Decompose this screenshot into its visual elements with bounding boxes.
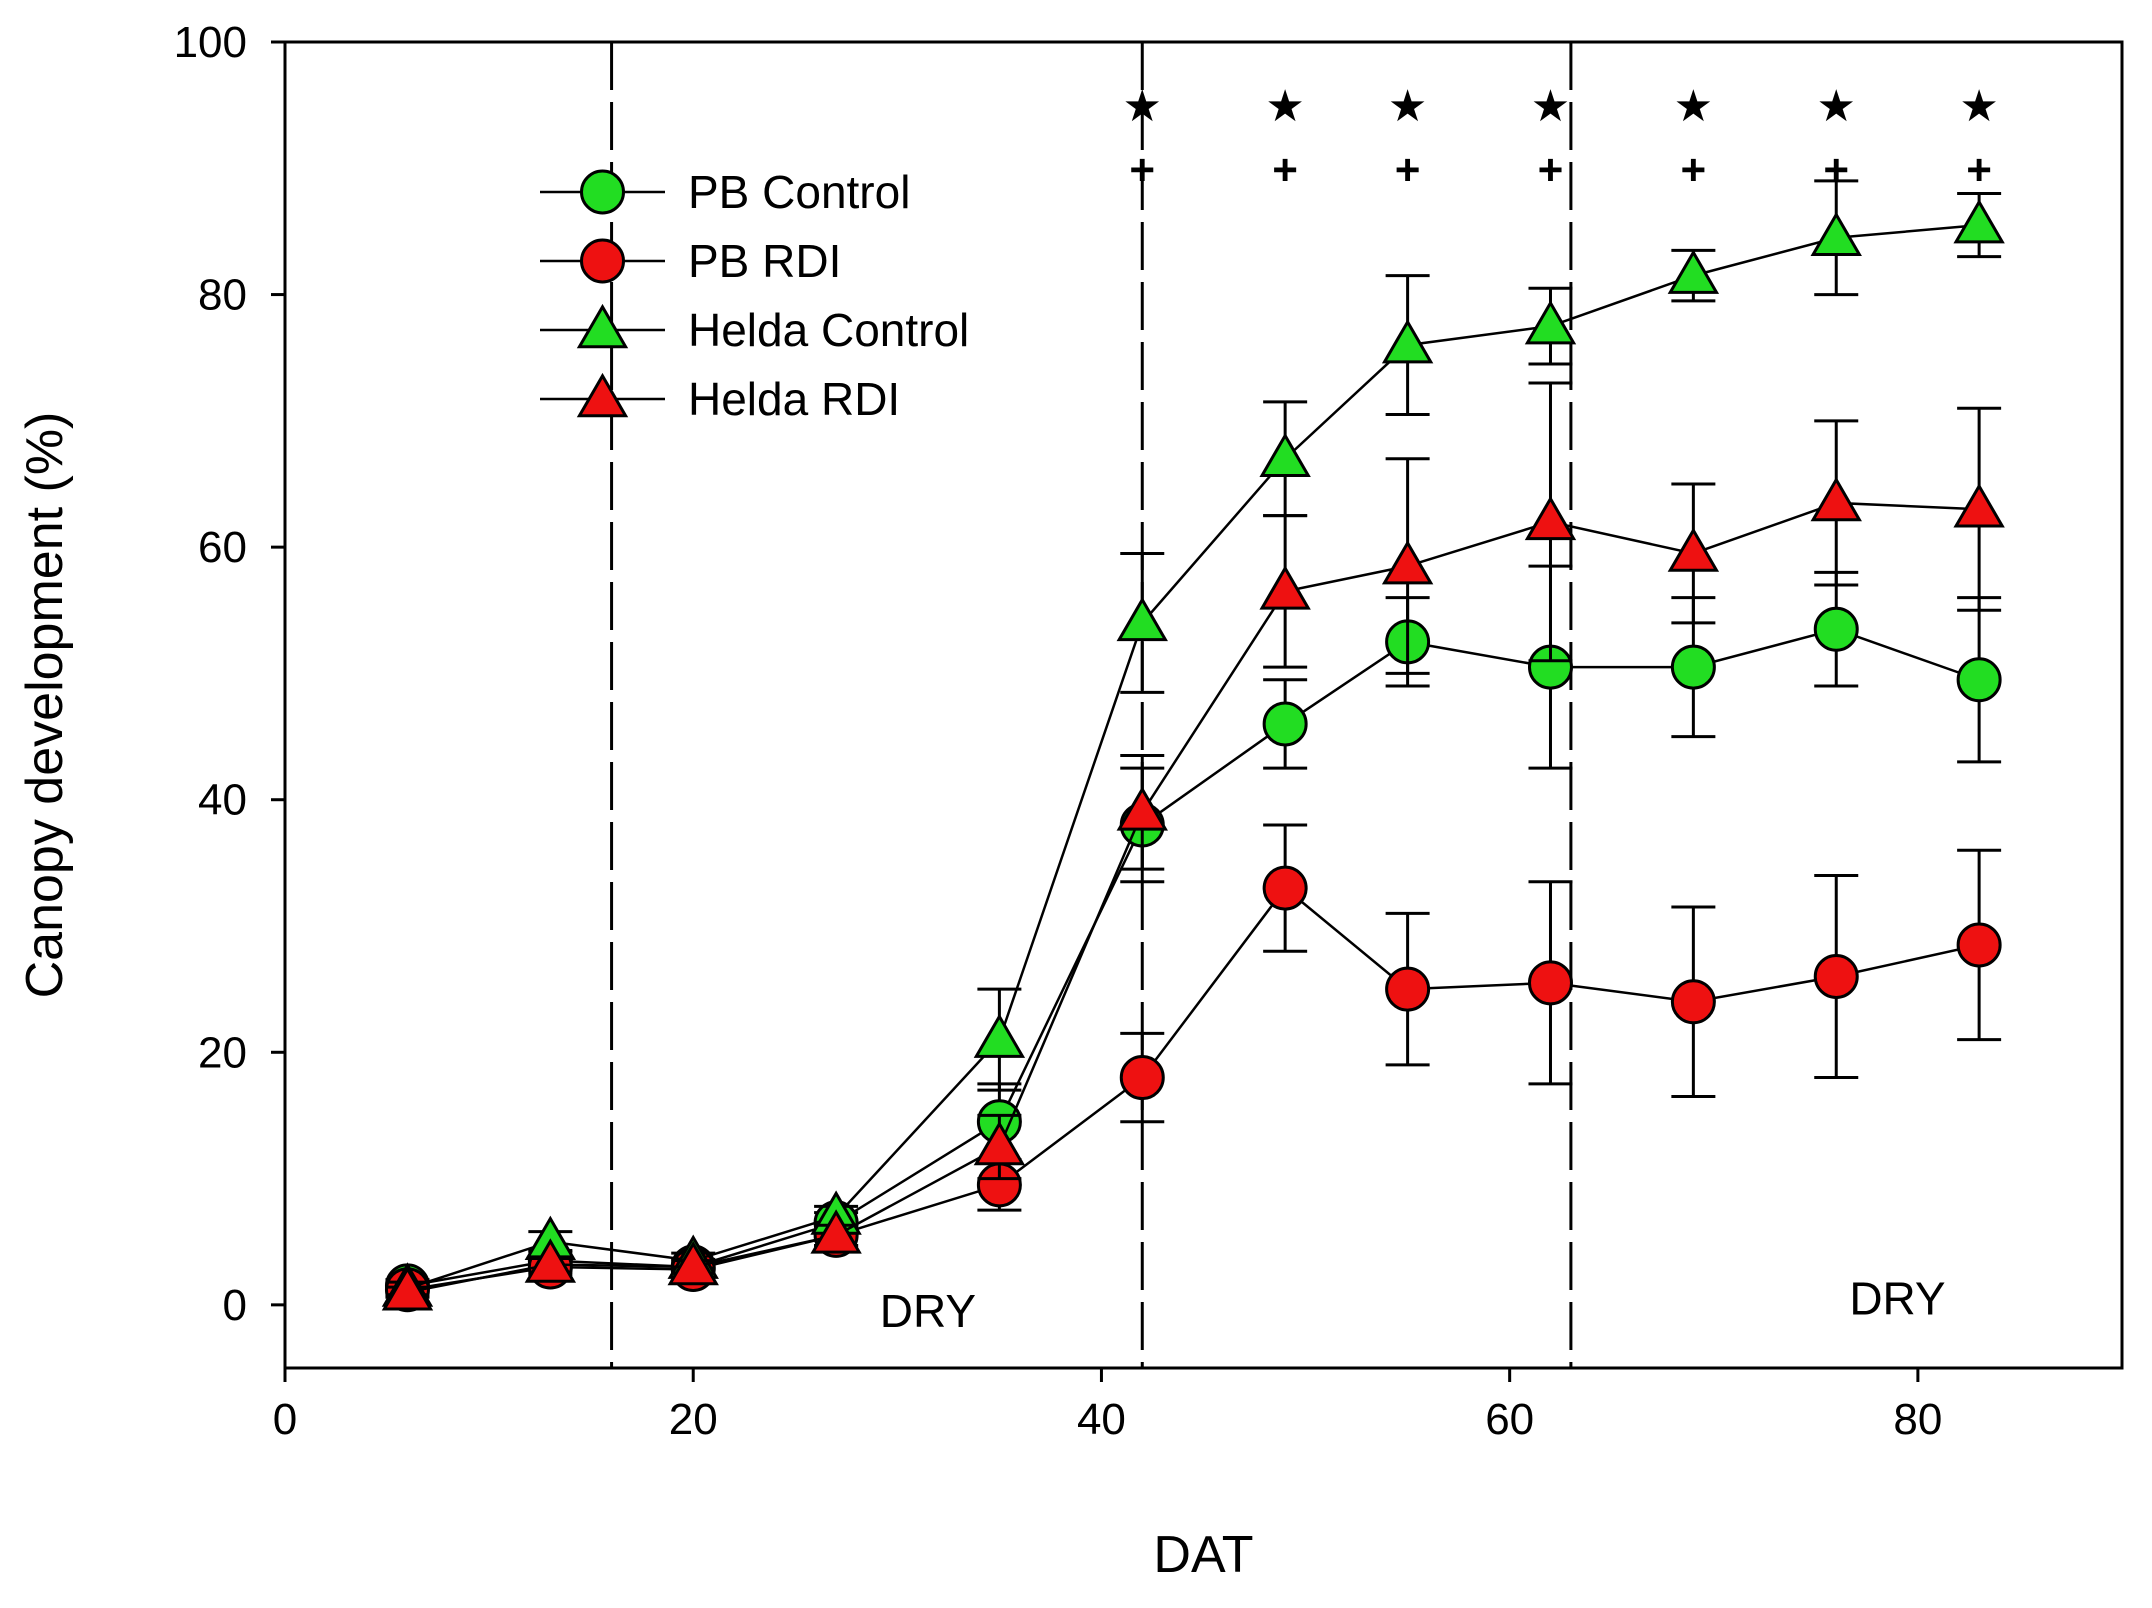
legend-item: Helda RDI [540,372,900,425]
data-point [1381,539,1434,585]
significance-plus: + [1681,145,1707,194]
data-point [1116,596,1168,642]
annotations: ★ ★ ★ ★ ★ ★ ★ + + + + + + + DRY DRY [880,82,1999,1337]
legend-marker [580,238,625,284]
data-point [1953,483,2005,528]
data-point [1527,960,1573,1006]
data-point [1813,606,1859,652]
series-helda-control [381,179,2005,1307]
series-line [407,501,1980,1294]
data-point [1953,198,2005,244]
significance-plus: + [1272,145,1298,194]
data-point [1524,300,1577,345]
data-point [1956,922,2002,968]
significance-plus: + [1395,145,1421,194]
region-label-dry: DRY [880,1285,976,1337]
data-point [1524,495,1577,541]
data-point [810,1209,862,1254]
significance-star: ★ [1123,82,1162,131]
axes: 0 20 40 60 80 0 20 40 60 80 100 [174,18,1943,1444]
x-tick-label: 60 [1485,1395,1534,1444]
data-point [1810,211,1862,257]
data-point [381,1266,434,1311]
y-tick-label: 40 [198,776,247,825]
significance-star: ★ [1265,82,1304,131]
y-tick-label: 100 [174,18,247,67]
data-point [1262,701,1308,747]
legend-label: Helda RDI [688,373,900,425]
data-point [1810,476,1862,522]
data-point [1667,249,1720,294]
series-line [407,627,1980,1288]
x-axis-title: DAT [1153,1526,1253,1584]
legend-label: PB RDI [688,235,841,287]
data-point [1381,318,1434,364]
y-tick-label: 80 [198,271,247,320]
legend-item: PB Control [540,166,910,218]
data-series [381,179,2005,1313]
data-point [1116,786,1168,831]
data-point [1119,1055,1165,1101]
data-point [524,1238,577,1283]
x-tick-label: 20 [669,1395,718,1444]
significance-plus: + [1823,145,1849,194]
legend: PB Control PB RDI Helda Control Helda RDI [540,166,969,425]
y-axis-title: Canopy development (%) [16,412,74,999]
significance-plus: + [1129,145,1155,194]
data-point [1670,979,1716,1025]
legend-marker [580,169,625,215]
data-point [667,1240,719,1286]
region-label-dry: DRY [1849,1273,1945,1325]
data-point [1262,865,1308,911]
y-tick-label: 0 [223,1281,247,1330]
series-line [407,886,1980,1291]
series-helda-rdi [381,381,2005,1311]
significance-star: ★ [1531,82,1570,131]
significance-plus: + [1966,145,1992,194]
legend-label: PB Control [688,166,910,218]
data-point [1813,954,1859,1000]
significance-star: ★ [1388,82,1427,131]
data-point [973,1013,1026,1058]
x-tick-label: 0 [273,1395,297,1444]
data-point [1667,527,1720,572]
legend-marker [576,303,629,349]
data-point [1670,644,1716,690]
significance-star: ★ [1817,82,1856,131]
significance-plus: + [1538,145,1564,194]
legend-label: Helda Control [688,304,969,356]
data-point [1259,432,1311,478]
legend-item: PB RDI [540,235,841,287]
y-tick-label: 60 [198,523,247,572]
x-tick-label: 40 [1077,1395,1126,1444]
significance-star: ★ [1674,82,1713,131]
series-pb-control [384,564,2002,1309]
y-tick-label: 20 [198,1028,247,1077]
series-pb-rdi [384,823,2002,1313]
data-point [1259,565,1311,610]
data-point [1385,966,1431,1012]
x-tick-label: 80 [1893,1395,1942,1444]
significance-star: ★ [1959,82,1998,131]
data-point [1956,657,2002,703]
legend-item: Helda Control [540,303,969,356]
series-line [407,223,1980,1290]
data-point [973,1120,1026,1166]
legend-marker [576,372,629,418]
plot-frame [283,40,2124,1370]
